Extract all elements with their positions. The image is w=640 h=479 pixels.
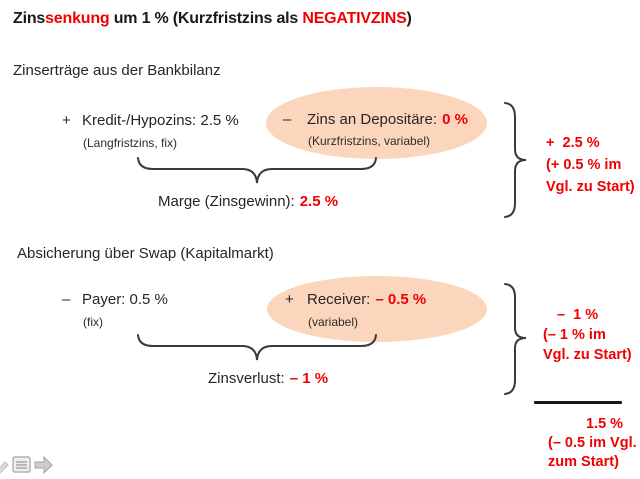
section1-right-label: Zins an Depositäre: 0 % — [307, 111, 468, 128]
section2-right-label-text: Receiver: — [307, 291, 371, 308]
section2-result-label: Zinsverlust: — [208, 370, 285, 387]
section1-result-label: Marge (Zinsgewinn): — [158, 193, 295, 210]
section2-summary-line1: – 1 % — [557, 307, 599, 323]
title-part-black2: um 1 % (Kurzfristzins als — [109, 10, 303, 27]
section1-left-sign: + — [62, 112, 71, 129]
section2-summary: – 1 % (– 1 % im Vgl. zu Start) — [543, 305, 632, 365]
section1-left-sub: (Langfristzins, fix) — [83, 136, 178, 150]
slides-menu-icon[interactable] — [12, 456, 32, 474]
highlight-ellipse-1 — [266, 87, 487, 159]
section2-left-sign: – — [62, 291, 71, 308]
section2-right-sub: (variabel) — [308, 315, 359, 329]
section2-left-label: Payer: 0.5 % — [82, 291, 168, 308]
title-part-black1: Zins — [13, 10, 46, 27]
highlight-ellipse-2 — [267, 276, 487, 342]
underbrace-2 — [137, 334, 377, 361]
total-summary: 1.5 % (– 0.5 im Vgl. zum Start) — [548, 415, 637, 472]
section1-result-value: 2.5 % — [299, 193, 339, 210]
section2-summary-line3: Vgl. zu Start) — [543, 347, 632, 363]
right-brace-2 — [504, 283, 527, 395]
pen-icon[interactable] — [0, 458, 10, 474]
total-line2: (– 0.5 im Vgl. — [548, 435, 637, 451]
section1-summary: + 2.5 % (+ 0.5 % im Vgl. zu Start) — [546, 132, 635, 198]
right-brace-1 — [504, 102, 527, 218]
section1-heading: Zinserträge aus der Bankbilanz — [13, 62, 221, 79]
section2-right-label: Receiver: – 0.5 % — [307, 291, 426, 308]
slide-title: Zinssenkung um 1 % (Kurzfristzins als NE… — [13, 10, 412, 28]
title-part-red1: senkung — [45, 10, 110, 27]
section2-right-sign: + — [285, 291, 294, 308]
title-part-red2: NEGATIVZINS — [302, 10, 407, 27]
total-sum-line — [534, 401, 622, 404]
section1-right-value: 0 % — [442, 111, 468, 128]
section1-left-label: Kredit-/Hypozins: 2.5 % — [82, 112, 239, 129]
section2-result: Zinsverlust: – 1 % — [208, 370, 328, 387]
section2-result-value: – 1 % — [289, 370, 329, 387]
section2-heading: Absicherung über Swap (Kapitalmarkt) — [17, 245, 274, 262]
title-part-black3: ) — [406, 10, 412, 27]
section1-summary-line2: (+ 0.5 % im — [546, 157, 622, 173]
section1-right-label-text: Zins an Depositäre: — [307, 111, 438, 128]
section1-right-sub: (Kurzfristzins, variabel) — [308, 134, 431, 148]
total-line3: zum Start) — [548, 454, 619, 470]
underbrace-1 — [137, 157, 377, 184]
section1-right-sign: – — [283, 111, 292, 128]
section2-right-value: – 0.5 % — [375, 291, 427, 308]
section1-summary-line3: Vgl. zu Start) — [546, 179, 635, 195]
section1-result: Marge (Zinsgewinn): 2.5 % — [158, 193, 338, 210]
section2-left-sub: (fix) — [83, 315, 103, 329]
total-line1: 1.5 % — [586, 416, 624, 432]
next-arrow-icon[interactable] — [34, 456, 54, 474]
section2-summary-line2: (– 1 % im — [543, 327, 606, 343]
section1-summary-line1: + 2.5 % — [546, 135, 600, 151]
